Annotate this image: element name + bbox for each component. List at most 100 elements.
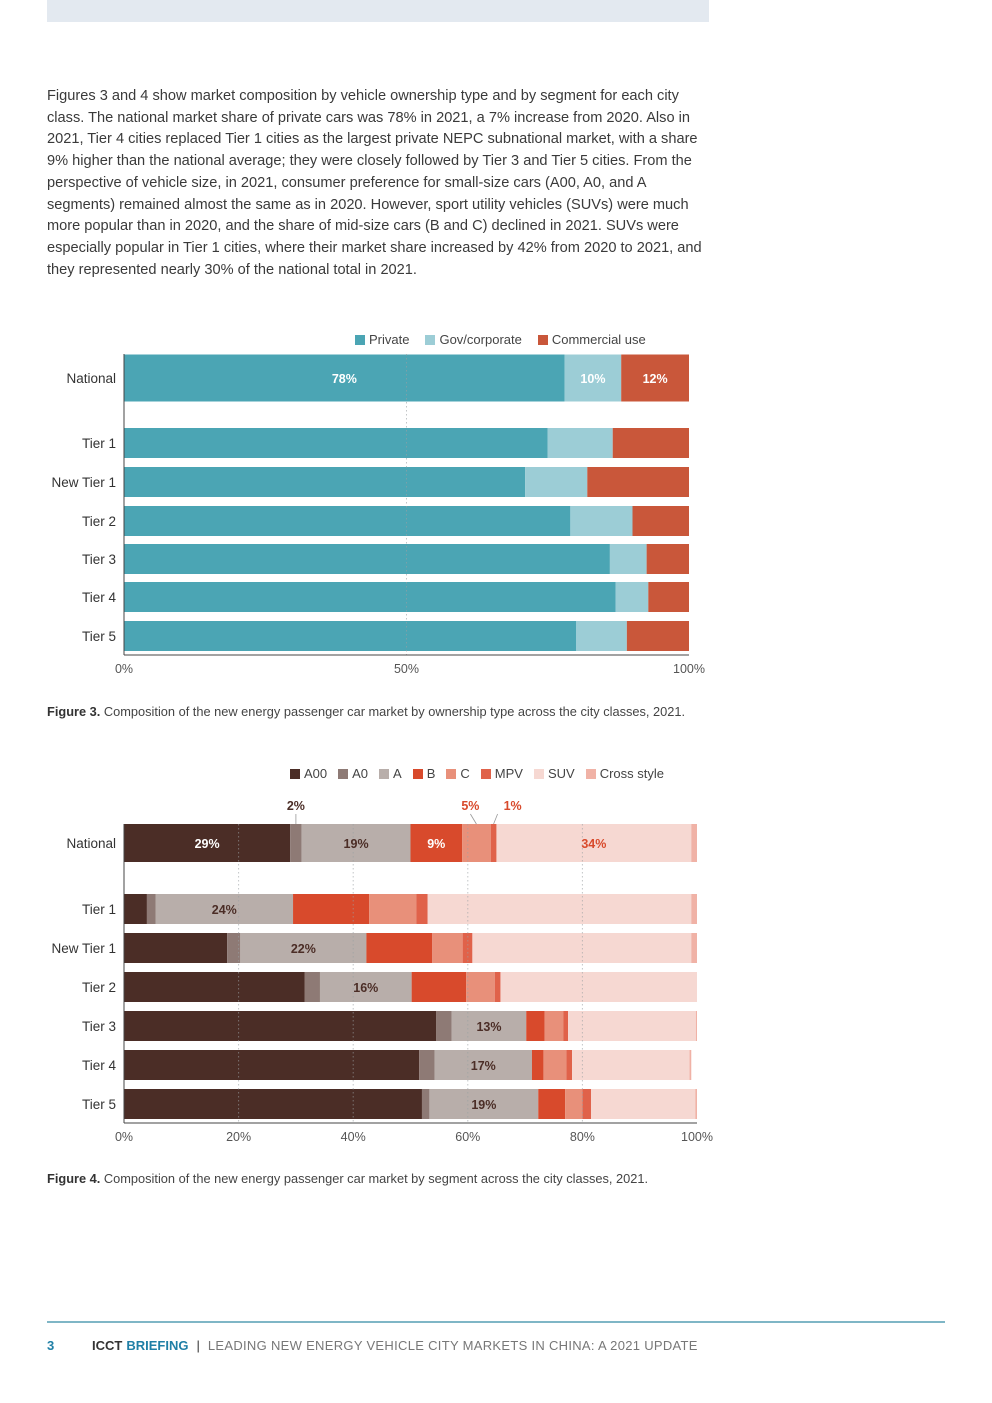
fig4-legend-item-b: B [412, 766, 436, 781]
bar-national-gov-corporate [564, 354, 622, 402]
bar-tier-1-a [155, 894, 294, 924]
bar-national-cross-style [691, 824, 697, 862]
legend-swatch [446, 768, 457, 779]
bar-tier-3-b [526, 1011, 545, 1041]
bar-tier-5-commercial-use [626, 621, 689, 651]
fig4-caption: Figure 4. Composition of the new energy … [47, 1169, 717, 1189]
legend-swatch [379, 768, 390, 779]
bar-tier-1-a00 [124, 894, 147, 924]
callout-leader [470, 813, 477, 825]
bar-national-suv [496, 824, 692, 862]
data-label-national-a: 19% [344, 837, 369, 851]
x-tick-label: 100% [681, 1130, 713, 1144]
bar-tier-4-mpv [566, 1050, 573, 1080]
bar-tier-5-b [538, 1089, 566, 1119]
footer: 3 ICCT BRIEFING | LEADING NEW ENERGY VEH… [47, 1338, 698, 1353]
bar-new-tier-1-c [432, 933, 463, 963]
bar-tier-2-c [466, 972, 495, 1002]
data-label-national-commercial-use: 12% [643, 372, 668, 386]
bar-tier-1-cross-style [691, 894, 697, 924]
bar-new-tier-1-a00 [124, 933, 228, 963]
legend-swatch [480, 768, 491, 779]
fig3-legend-item-gov-corporate: Gov/corporate [425, 332, 522, 347]
fig3-caption-label: Figure 3. [47, 704, 101, 719]
fig4-caption-label: Figure 4. [47, 1171, 101, 1186]
legend-swatch [537, 334, 548, 345]
bar-tier-4-gov-corporate [615, 582, 649, 612]
footer-rule [47, 1321, 945, 1323]
legend-label: A [393, 766, 402, 781]
top-banner-bar [47, 0, 709, 22]
bar-new-tier-1-a0 [227, 933, 241, 963]
bar-national-a0 [290, 824, 302, 862]
category-label-tier-2: Tier 2 [82, 514, 116, 529]
legend-label: SUV [547, 766, 575, 781]
bar-national-c [462, 824, 491, 862]
bar-tier-2-a00 [124, 972, 305, 1002]
bar-tier-3-a [451, 1011, 527, 1041]
data-label-tier-5-a: 19% [471, 1098, 496, 1112]
data-label-national-b: 9% [427, 837, 445, 851]
data-label-national-gov-corporate: 10% [580, 372, 605, 386]
legend-label: B [426, 766, 436, 781]
callout-leader [493, 813, 498, 825]
bar-tier-1-gov-corporate [547, 428, 613, 458]
fig3-legend-item-private: Private [355, 332, 409, 347]
x-tick-label: 50% [394, 662, 419, 676]
category-label-national: National [66, 836, 116, 851]
bar-tier-1-mpv [416, 894, 428, 924]
bar-tier-5-private [124, 621, 576, 651]
x-tick-label: 60% [455, 1130, 480, 1144]
legend-label: MPV [494, 766, 523, 781]
fig4-legend-item-a0: A0 [338, 766, 368, 781]
bar-tier-3-cross-style [695, 1011, 697, 1041]
bar-tier-2-commercial-use [632, 506, 689, 536]
footer-org: ICCT [92, 1338, 123, 1353]
bar-new-tier-1-commercial-use [587, 467, 689, 497]
legend-label: Private [369, 332, 410, 347]
bar-tier-2-a [319, 972, 412, 1002]
category-label-new-tier-1: New Tier 1 [51, 941, 116, 956]
bar-tier-4-b [531, 1050, 544, 1080]
bar-tier-3-c [544, 1011, 564, 1041]
fig4-legend-item-suv: SUV [533, 766, 575, 781]
bar-national-private [124, 354, 565, 402]
bar-tier-1-commercial-use [612, 428, 689, 458]
fig3-legend-item-commercial-use: Commercial use [537, 332, 646, 347]
category-label-new-tier-1: New Tier 1 [51, 475, 116, 490]
bar-tier-2-mpv [494, 972, 501, 1002]
legend-swatch [355, 334, 365, 345]
bar-tier-4-cross-style [689, 1050, 692, 1080]
x-tick-label: 20% [226, 1130, 251, 1144]
bar-tier-4-private [124, 582, 616, 612]
bar-tier-2-b [411, 972, 467, 1002]
bar-tier-5-a0 [421, 1089, 430, 1119]
bar-national-commercial-use [621, 354, 689, 402]
bar-tier-4-a0 [419, 1050, 435, 1080]
data-label-tier-1-a: 24% [212, 903, 237, 917]
bar-tier-2-a0 [304, 972, 320, 1002]
legend-label: C [460, 766, 470, 781]
legend-swatch [412, 768, 423, 779]
bar-tier-5-mpv [582, 1089, 591, 1119]
bar-tier-1-c [369, 894, 417, 924]
category-label-national: National [66, 371, 116, 386]
bar-national-mpv [490, 824, 497, 862]
bar-new-tier-1-b [366, 933, 433, 963]
category-label-tier-3: Tier 3 [82, 1019, 116, 1034]
bar-tier-4-a [434, 1050, 532, 1080]
bar-tier-2-gov-corporate [570, 506, 633, 536]
bar-new-tier-1-suv [472, 933, 692, 963]
footer-separator: | [196, 1338, 200, 1353]
fig4-caption-text: Composition of the new energy passenger … [100, 1171, 649, 1186]
legend-label: Cross style [599, 766, 664, 781]
bar-tier-3-suv [568, 1011, 696, 1041]
bar-tier-5-suv [590, 1089, 696, 1119]
x-tick-label: 80% [570, 1130, 595, 1144]
data-label-tier-3-a: 13% [476, 1020, 501, 1034]
fig4-legend-item-a00: A00 [290, 766, 327, 781]
data-label-tier-2-a: 16% [353, 981, 378, 995]
bar-tier-2-private [124, 506, 571, 536]
bar-new-tier-1-gov-corporate [525, 467, 588, 497]
